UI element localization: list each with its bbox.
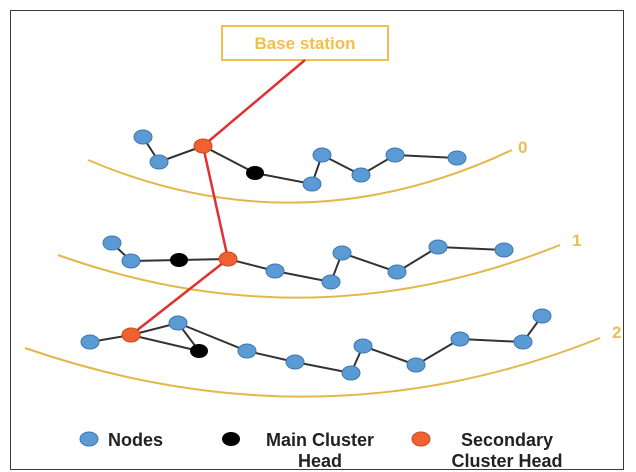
- layer-curve-2: [24, 337, 601, 398]
- cluster-links: [89, 136, 543, 375]
- layer-label-2: 2: [612, 323, 621, 342]
- node: [532, 308, 552, 324]
- node: [168, 315, 188, 331]
- node: [353, 338, 373, 354]
- node: [312, 147, 332, 163]
- node: [80, 334, 100, 350]
- layer-label-0: 0: [518, 138, 527, 157]
- legend-label-secondary-cluster-head-line1: Secondary: [461, 430, 553, 450]
- node: [351, 167, 371, 183]
- legend-label-secondary-cluster-head-line2: Cluster Head: [451, 451, 562, 471]
- route-path: [130, 59, 306, 336]
- layer-curve-1: [57, 244, 561, 299]
- legend-item-nodes: Nodes: [79, 430, 163, 450]
- node-icon: [79, 431, 99, 447]
- node: [102, 235, 122, 251]
- node: [321, 274, 341, 290]
- layer-1-nodes: [102, 235, 514, 290]
- node: [447, 150, 467, 166]
- main-cluster-head: [246, 166, 264, 180]
- node: [513, 334, 533, 350]
- main-cluster-head-icon: [222, 432, 240, 446]
- node: [332, 245, 352, 261]
- node: [149, 154, 169, 170]
- layer-label-1: 1: [572, 231, 581, 250]
- node: [285, 354, 305, 370]
- main-cluster-head: [170, 253, 188, 267]
- node: [265, 263, 285, 279]
- node: [121, 253, 141, 269]
- node: [494, 242, 514, 258]
- base-station-label: Base station: [254, 34, 355, 53]
- layer-curve-0: [87, 149, 513, 204]
- node: [341, 365, 361, 381]
- node: [406, 357, 426, 373]
- node: [302, 176, 322, 192]
- node: [385, 147, 405, 163]
- legend: Nodes Main Cluster Head Secondary Cluste…: [79, 430, 563, 471]
- main-cluster-head: [190, 344, 208, 358]
- legend-item-secondary-cluster-head: Secondary Cluster Head: [411, 430, 563, 471]
- legend-label-main-cluster-head-line2: Head: [298, 451, 342, 471]
- legend-label-main-cluster-head-line1: Main Cluster: [266, 430, 374, 450]
- legend-item-main-cluster-head: Main Cluster Head: [222, 430, 374, 471]
- secondary-cluster-head: [121, 327, 141, 343]
- secondary-cluster-head-icon: [411, 431, 431, 447]
- node: [450, 331, 470, 347]
- layer-0-nodes: [133, 129, 467, 192]
- base-station-box: [221, 25, 389, 61]
- secondary-cluster-head: [193, 138, 213, 154]
- node: [387, 264, 407, 280]
- secondary-cluster-head: [218, 251, 238, 267]
- layer-2-nodes: [80, 308, 552, 381]
- node: [133, 129, 153, 145]
- legend-label-nodes: Nodes: [108, 430, 163, 450]
- node: [428, 239, 448, 255]
- node: [237, 343, 257, 359]
